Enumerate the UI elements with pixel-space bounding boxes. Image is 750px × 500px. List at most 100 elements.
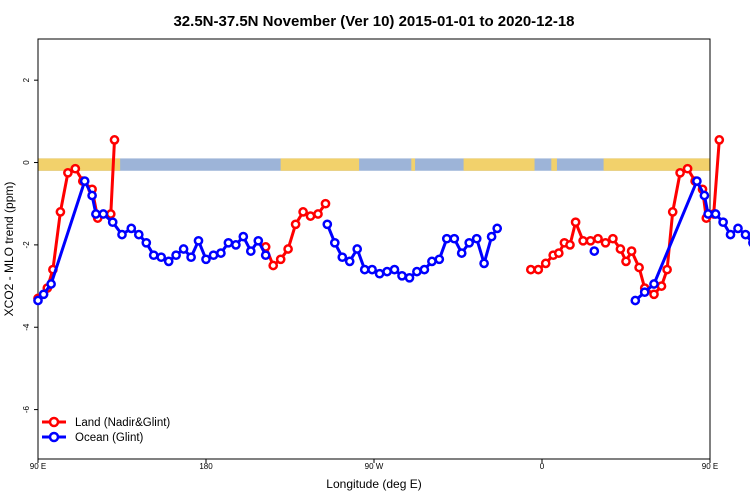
- data-point-ocean: [253, 235, 264, 246]
- data-point-land: [634, 262, 644, 273]
- data-point-ocean: [117, 229, 127, 240]
- legend-marker-land: [48, 416, 60, 428]
- data-point-land: [283, 244, 293, 254]
- data-point-ocean: [156, 252, 167, 263]
- data-point-ocean: [699, 190, 710, 201]
- series-layer: [33, 135, 750, 306]
- data-point-ocean: [178, 244, 189, 254]
- data-point-ocean: [464, 237, 475, 248]
- data-point-ocean: [733, 223, 743, 234]
- x-tick-label: 180: [199, 462, 213, 471]
- data-point-ocean: [329, 237, 340, 248]
- data-point-land: [55, 207, 66, 217]
- x-axis: 90 E 180 90 W 0 90 E: [30, 459, 718, 471]
- data-point-land: [682, 163, 693, 174]
- data-point-ocean: [441, 233, 452, 244]
- data-point-ocean: [223, 237, 234, 248]
- data-point-land: [525, 264, 536, 275]
- land-band-segment: [551, 158, 557, 171]
- data-point-ocean: [589, 246, 600, 256]
- legend-marker-ocean: [48, 431, 60, 443]
- data-point-ocean: [359, 264, 370, 275]
- data-point-ocean: [245, 246, 256, 256]
- legend: Land (Nadir&Glint) Ocean (Glint): [42, 416, 170, 444]
- data-point-ocean: [231, 240, 241, 250]
- data-point-land: [667, 207, 678, 217]
- data-point-land: [621, 256, 631, 267]
- data-point-land: [70, 163, 81, 174]
- x-tick-label: 90 W: [365, 462, 384, 471]
- data-point-land: [275, 254, 286, 265]
- series-line-ocean: [325, 222, 499, 280]
- data-point-ocean: [126, 223, 137, 234]
- data-point-land: [608, 233, 618, 244]
- y-tick-label: -4: [22, 323, 31, 331]
- data-point-land: [268, 260, 279, 271]
- data-point-ocean: [456, 248, 467, 258]
- land-band-segment: [411, 158, 416, 171]
- land-band-segment: [280, 158, 360, 171]
- data-point-ocean: [186, 252, 196, 263]
- data-point-ocean: [216, 248, 226, 258]
- data-point-ocean: [486, 231, 497, 242]
- data-point-ocean: [649, 279, 659, 289]
- data-point-land: [675, 167, 685, 178]
- data-point-ocean: [148, 250, 159, 261]
- data-point-ocean: [374, 268, 385, 279]
- y-tick-label: -6: [22, 405, 31, 413]
- data-point-land: [565, 240, 575, 250]
- data-point-ocean: [33, 295, 43, 306]
- data-point-ocean: [412, 266, 422, 277]
- data-point-ocean: [449, 233, 460, 244]
- x-tick-label: 90 E: [702, 462, 718, 471]
- data-point-ocean: [98, 209, 109, 219]
- x-tick-label: 0: [540, 462, 545, 471]
- data-point-ocean: [352, 244, 363, 254]
- data-point-land: [578, 235, 588, 246]
- data-point-ocean: [718, 217, 728, 228]
- data-point-land: [313, 209, 323, 219]
- y-axis: 2 0 -2 -4 -6: [22, 77, 38, 413]
- data-point-ocean: [492, 223, 503, 234]
- data-point-land: [626, 246, 637, 256]
- data-point-ocean: [141, 237, 152, 248]
- y-tick-label: 0: [22, 160, 31, 165]
- data-point-land: [290, 219, 301, 230]
- data-point-land: [305, 211, 316, 221]
- data-point-land: [662, 264, 672, 275]
- land-band-segment: [603, 158, 710, 171]
- data-point-land: [533, 264, 544, 275]
- data-point-ocean: [238, 231, 249, 242]
- y-tick-label: -2: [22, 241, 31, 249]
- data-point-ocean: [740, 229, 750, 240]
- data-point-ocean: [201, 254, 211, 265]
- data-point-ocean: [46, 279, 56, 289]
- data-point-ocean: [725, 229, 736, 240]
- data-point-ocean: [703, 209, 713, 219]
- data-point-ocean: [322, 219, 333, 230]
- data-point-ocean: [639, 287, 650, 298]
- data-point-land: [649, 289, 659, 300]
- data-point-land: [615, 244, 626, 254]
- data-point-land: [714, 135, 725, 145]
- data-point-land: [298, 207, 308, 217]
- data-point-ocean: [630, 295, 641, 306]
- data-point-ocean: [404, 272, 415, 283]
- data-point-ocean: [382, 266, 392, 277]
- data-point-land: [540, 258, 551, 269]
- data-point-ocean: [397, 270, 407, 281]
- data-point-land: [656, 281, 667, 291]
- legend-label-land: Land (Nadir&Glint): [75, 417, 170, 429]
- data-point-ocean: [419, 264, 430, 275]
- data-point-ocean: [367, 264, 377, 275]
- data-point-ocean: [260, 250, 271, 261]
- data-point-ocean: [710, 209, 721, 219]
- data-point-land: [553, 248, 564, 258]
- data-point-ocean: [427, 256, 437, 267]
- data-point-ocean: [133, 229, 144, 240]
- data-point-ocean: [193, 235, 204, 246]
- data-point-land: [63, 167, 73, 178]
- data-point-land: [585, 235, 596, 246]
- data-point-land: [320, 198, 331, 209]
- x-axis-label: Longitude (deg E): [326, 477, 421, 491]
